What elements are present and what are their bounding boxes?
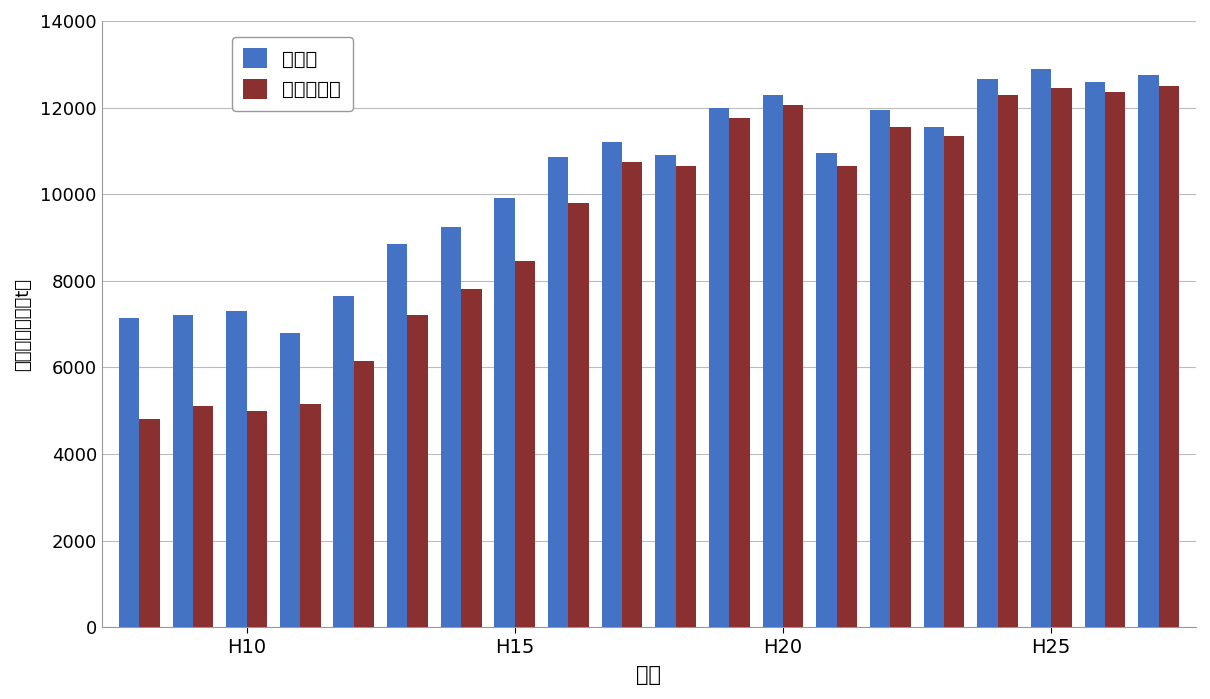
Bar xyxy=(247,411,267,628)
Bar xyxy=(119,317,139,628)
Bar xyxy=(656,155,675,628)
Bar xyxy=(817,153,836,628)
Bar xyxy=(139,419,160,628)
Bar xyxy=(173,315,192,628)
Bar xyxy=(1158,86,1179,628)
Bar xyxy=(569,203,589,628)
Bar xyxy=(622,161,643,628)
Bar xyxy=(601,142,622,628)
Y-axis label: 有効利用量（千t）: 有効利用量（千t） xyxy=(13,278,31,370)
Bar xyxy=(1084,82,1105,628)
Bar xyxy=(675,166,696,628)
Bar xyxy=(978,80,997,628)
X-axis label: 年度: 年度 xyxy=(636,665,662,685)
Legend: 発生量, 有効利用量: 発生量, 有効利用量 xyxy=(232,36,353,110)
Bar xyxy=(1139,75,1158,628)
Bar xyxy=(353,361,374,628)
Bar xyxy=(280,333,300,628)
Bar xyxy=(514,261,535,628)
Bar xyxy=(836,166,857,628)
Bar xyxy=(408,315,428,628)
Bar xyxy=(300,404,321,628)
Bar xyxy=(461,289,482,628)
Bar xyxy=(783,106,803,628)
Bar xyxy=(944,136,964,628)
Bar xyxy=(997,94,1018,628)
Bar xyxy=(226,311,247,628)
Bar xyxy=(923,127,944,628)
Bar xyxy=(1105,92,1125,628)
Bar xyxy=(548,157,569,628)
Bar xyxy=(387,244,408,628)
Bar xyxy=(709,108,730,628)
Bar xyxy=(870,110,891,628)
Bar xyxy=(495,199,514,628)
Bar xyxy=(730,118,750,628)
Bar xyxy=(1051,88,1072,628)
Bar xyxy=(891,127,911,628)
Bar xyxy=(1031,69,1051,628)
Bar xyxy=(334,296,353,628)
Bar xyxy=(192,406,213,628)
Bar xyxy=(762,94,783,628)
Bar xyxy=(440,226,461,628)
